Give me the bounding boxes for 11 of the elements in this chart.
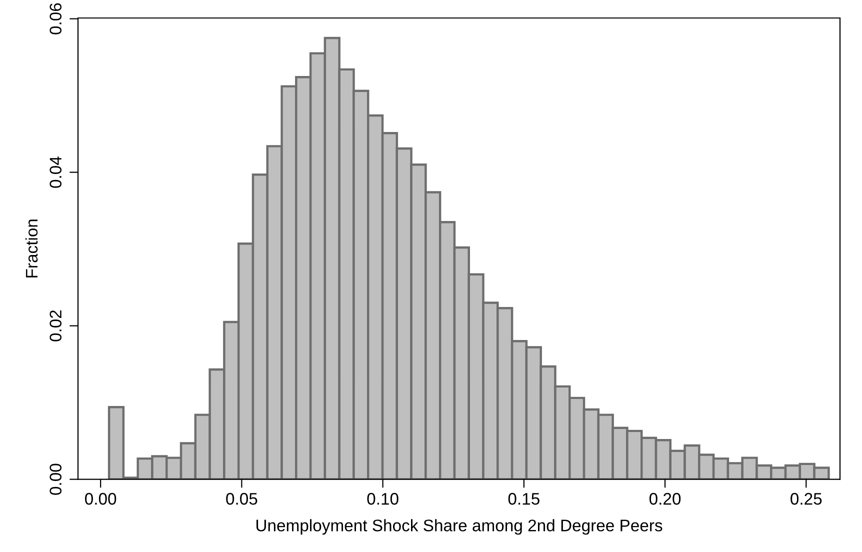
y-tick-label: 0.04 bbox=[50, 156, 62, 188]
x-tick-label: 0.10 bbox=[367, 492, 398, 505]
y-tick-label: 0.02 bbox=[50, 310, 62, 342]
y-tick-label: 0.06 bbox=[50, 3, 62, 34]
x-tick-label: 0.20 bbox=[649, 492, 681, 505]
y-axis-title: Fraction bbox=[25, 220, 38, 278]
x-tick-label: 0.05 bbox=[226, 492, 258, 505]
x-tick-label: 0.25 bbox=[790, 492, 822, 505]
x-axis-title: Unemployment Shock Share among 2nd Degree Peers bbox=[256, 519, 662, 535]
x-tick-label: 0.15 bbox=[508, 492, 540, 505]
x-tick-label: 0.00 bbox=[85, 492, 116, 505]
